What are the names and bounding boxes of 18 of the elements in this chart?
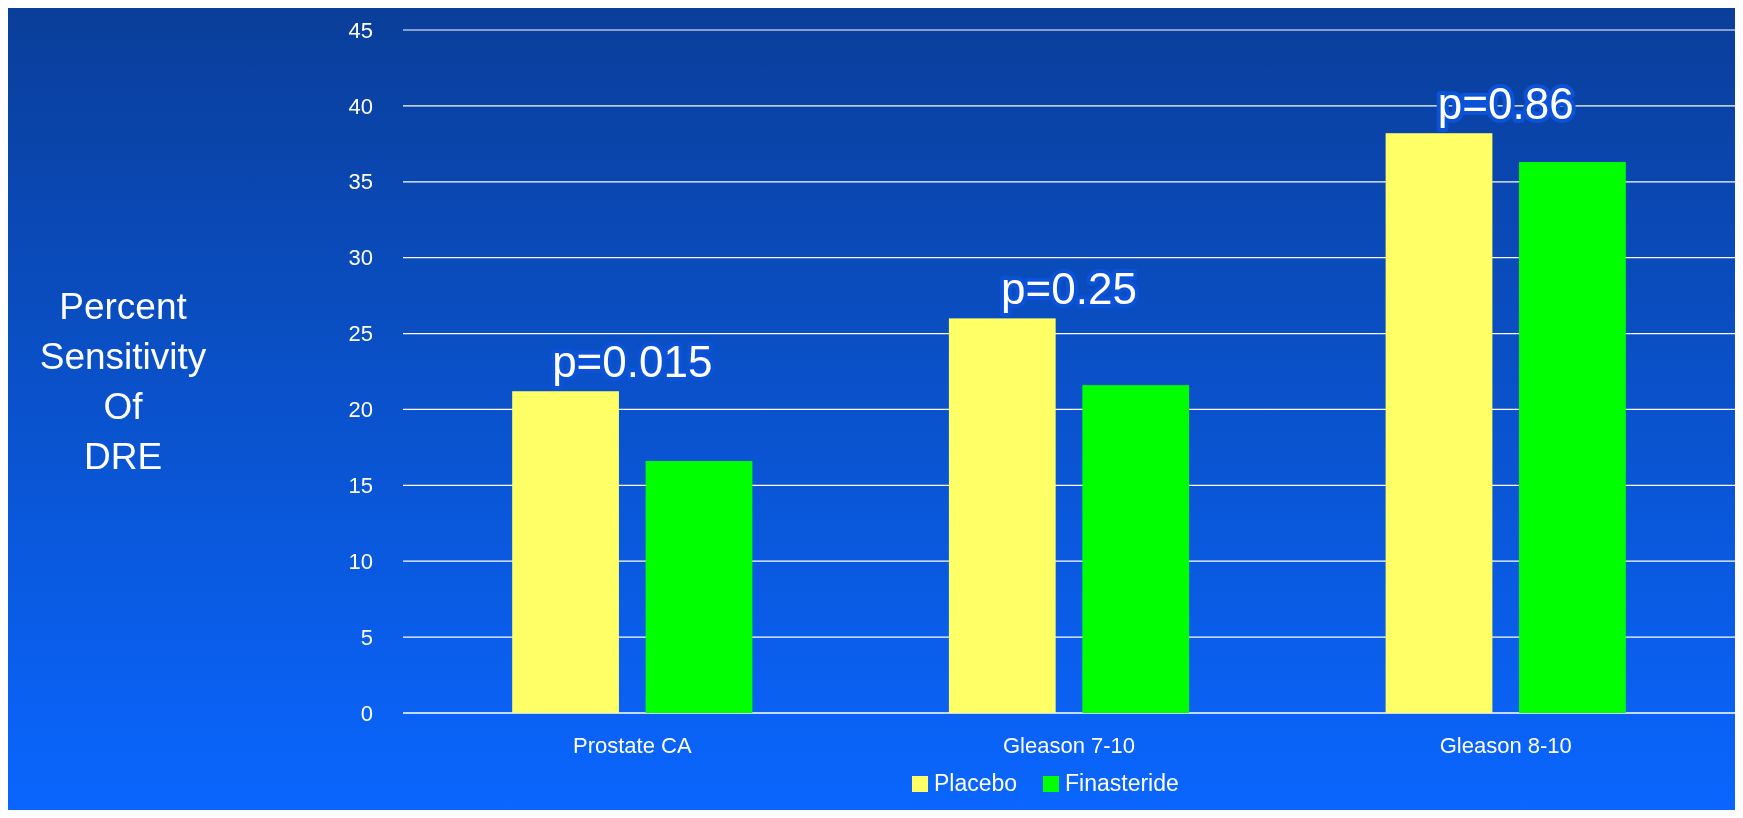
y-tick-label: 25 <box>348 321 373 347</box>
y-tick-label: 35 <box>348 169 373 195</box>
y-tick-label: 30 <box>348 245 373 271</box>
y-tick-label: 5 <box>360 624 373 650</box>
y-tick-label: 15 <box>348 473 373 499</box>
y-tick-label: 40 <box>348 93 373 119</box>
y-axis-title: Percent Sensitivity Of DRE <box>39 286 207 477</box>
y-tick-label: 0 <box>360 700 373 726</box>
y-tick-label: 10 <box>348 548 373 574</box>
x-tick-label: Gleason 8-10 <box>1439 733 1572 758</box>
annotation: p=0.015 <box>552 337 713 387</box>
legend-label: Placebo <box>934 770 1018 796</box>
annotation: p=0.25 <box>1001 264 1137 314</box>
y-tick-label: 45 <box>348 17 373 43</box>
legend-label: Finasteride <box>1065 770 1179 796</box>
y-tick-label: 20 <box>348 397 373 423</box>
x-tick-label: Prostate CA <box>572 733 692 758</box>
x-tick-label: Gleason 7-10 <box>1002 733 1136 758</box>
